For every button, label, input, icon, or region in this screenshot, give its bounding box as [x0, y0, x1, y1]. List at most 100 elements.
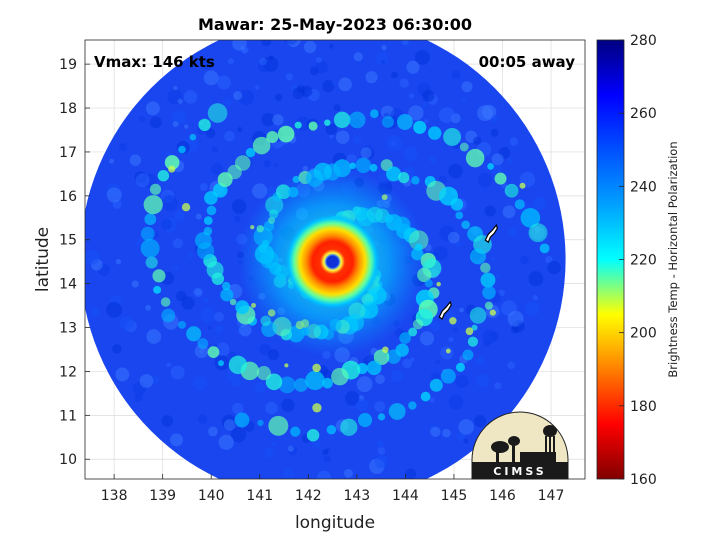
- rain-band-blob: [277, 125, 295, 143]
- convective-cell: [181, 203, 191, 212]
- swath-speckle: [273, 163, 278, 168]
- logo-band: [472, 462, 568, 479]
- rain-band-blob: [322, 377, 333, 389]
- island-saipan: [484, 223, 498, 244]
- swath-speckle: [302, 165, 309, 172]
- colorbar-tick-label: 240: [630, 179, 657, 195]
- x-tick-label: 144: [392, 488, 419, 504]
- y-tick-label: 15: [59, 233, 77, 249]
- y-tick-label: 19: [59, 57, 77, 73]
- swath-speckle: [438, 175, 447, 184]
- y-tick-label: 14: [59, 277, 77, 293]
- rain-band-blob: [514, 199, 525, 210]
- swath-speckle: [112, 344, 122, 354]
- swath-speckle: [456, 431, 466, 441]
- rain-band-blob: [203, 226, 213, 236]
- convective-cell: [168, 165, 176, 173]
- rain-band-blob: [369, 163, 378, 172]
- swath-speckle: [335, 130, 350, 145]
- swath-speckle: [292, 87, 305, 100]
- rain-band-blob: [386, 349, 401, 364]
- x-tick-label: 146: [489, 488, 516, 504]
- rain-band-blob: [427, 126, 442, 140]
- convective-cell: [489, 309, 496, 316]
- rain-band-blob: [266, 130, 279, 143]
- swath-speckle: [459, 307, 464, 313]
- swath-speckle: [203, 297, 210, 304]
- rain-band-blob: [469, 248, 487, 265]
- rain-band-blob: [229, 298, 237, 306]
- convective-cell: [284, 363, 289, 368]
- swath-speckle: [438, 107, 455, 123]
- swath-speckle: [109, 158, 114, 164]
- rain-band-blob: [412, 319, 424, 330]
- rain-band-blob: [217, 360, 225, 367]
- swath-speckle: [455, 374, 469, 388]
- swath-speckle: [267, 349, 280, 361]
- swath-speckle: [232, 402, 244, 415]
- rain-band-blob: [153, 285, 162, 294]
- swath-speckle: [184, 124, 189, 129]
- rain-band-blob: [484, 301, 493, 310]
- swath-speckle: [134, 393, 143, 402]
- island-guam: [438, 300, 452, 320]
- swath-speckle: [376, 440, 384, 448]
- rain-band-blob: [462, 349, 474, 361]
- swath-speckle: [227, 58, 234, 65]
- swath-speckle: [224, 98, 233, 106]
- x-tick-label: 143: [343, 488, 370, 504]
- rain-band-blob: [528, 223, 548, 243]
- rain-band-blob: [294, 378, 308, 392]
- x-tick-label: 139: [149, 488, 176, 504]
- swath-speckle: [329, 134, 334, 139]
- swath-speckle: [344, 390, 360, 406]
- storm-eye: [326, 255, 339, 268]
- rain-band-blob: [256, 366, 271, 381]
- swath-layer: [85, 40, 566, 479]
- rain-band-blob: [204, 191, 218, 205]
- islands: [438, 223, 498, 320]
- swath-speckle: [200, 307, 216, 323]
- swath-speckle: [214, 325, 224, 334]
- rain-band-blob: [440, 368, 456, 384]
- swath-speckle: [322, 449, 329, 456]
- swath-speckle: [317, 470, 331, 479]
- rain-band-blob: [459, 142, 469, 152]
- colorbar-tick-label: 160: [630, 472, 657, 488]
- rain-band-blob: [235, 155, 251, 171]
- swath-speckle: [477, 105, 494, 122]
- y-tick-label: 12: [59, 364, 77, 380]
- swath-speckle: [146, 329, 162, 344]
- swath-speckle: [265, 401, 278, 415]
- island-outline: [484, 223, 498, 244]
- swath-speckle: [475, 373, 490, 388]
- rain-band-blob: [140, 238, 160, 258]
- rain-band-blob: [396, 114, 413, 130]
- swath-speckle: [264, 447, 275, 458]
- swath-speckle: [502, 205, 516, 219]
- rain-band-blob: [207, 103, 228, 123]
- swath-speckle: [405, 468, 417, 479]
- swath-speckle: [160, 218, 172, 230]
- swath-speckle: [494, 382, 502, 390]
- swath-speckle: [237, 127, 243, 132]
- convective-cell: [465, 327, 474, 336]
- cimss-logo: CIMSS: [471, 411, 569, 480]
- swath-speckle: [205, 128, 216, 139]
- rain-band-blob: [268, 415, 289, 436]
- rain-band-blob: [408, 327, 418, 337]
- swath-speckle: [239, 323, 252, 337]
- swath-speckle: [482, 339, 491, 347]
- rain-band-blob: [333, 111, 351, 129]
- swath-speckle: [223, 419, 236, 431]
- swath-speckle: [187, 252, 193, 258]
- swath-speckle: [496, 273, 501, 278]
- chart-title: Mawar: 25-May-2023 06:30:00: [198, 15, 472, 34]
- swath-speckle: [315, 60, 329, 74]
- swath-speckle: [403, 146, 419, 161]
- swath-speckle: [429, 155, 436, 163]
- swath-speckle: [271, 442, 277, 448]
- x-tick-label: 140: [198, 488, 225, 504]
- swath-speckle: [484, 205, 496, 217]
- swath-speckle: [525, 301, 540, 317]
